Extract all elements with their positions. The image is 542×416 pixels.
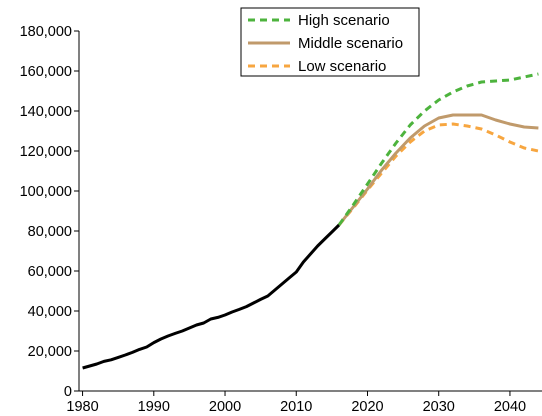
y-tick-label: 180,000 [20, 24, 72, 40]
legend: High scenario Middle scenario Low scenario [240, 7, 420, 77]
y-tick-label: 20,000 [28, 344, 72, 360]
y-tick-label: 60,000 [28, 264, 72, 280]
x-tick-label: 2040 [494, 399, 526, 415]
x-tick-label: 2030 [423, 399, 455, 415]
series-line-middle-scenario [337, 113, 539, 226]
y-tick-label: 120,000 [20, 144, 72, 160]
y-tick-label: 0 [64, 384, 72, 400]
series-line-high-scenario [337, 72, 539, 226]
x-tick-label: 2010 [280, 399, 312, 415]
y-tick-label: 160,000 [20, 64, 72, 80]
x-tick-label: 2020 [351, 399, 383, 415]
y-tick-label: 40,000 [28, 304, 72, 320]
x-tick-label: 1990 [138, 399, 170, 415]
x-tick-label: 2000 [209, 399, 241, 415]
series-line-low-scenario [337, 122, 539, 226]
series-line-historical [82, 223, 341, 370]
y-axis-ticks: 0 20,000 40,000 60,000 80,000 100,000 120,000 1… [20, 24, 79, 400]
series-layer [82, 72, 539, 370]
legend-label: Middle scenario [298, 35, 403, 52]
y-tick-label: 100,000 [20, 184, 72, 200]
plot-area [78, 31, 542, 392]
y-tick-label: 140,000 [20, 104, 72, 120]
x-axis-ticks: 1980 1990 2000 2010 2020 2030 2040 [66, 391, 526, 415]
legend-label: High scenario [298, 12, 390, 29]
y-tick-label: 80,000 [28, 224, 72, 240]
legend-label: Low scenario [298, 58, 386, 75]
x-tick-label: 1980 [66, 399, 98, 415]
